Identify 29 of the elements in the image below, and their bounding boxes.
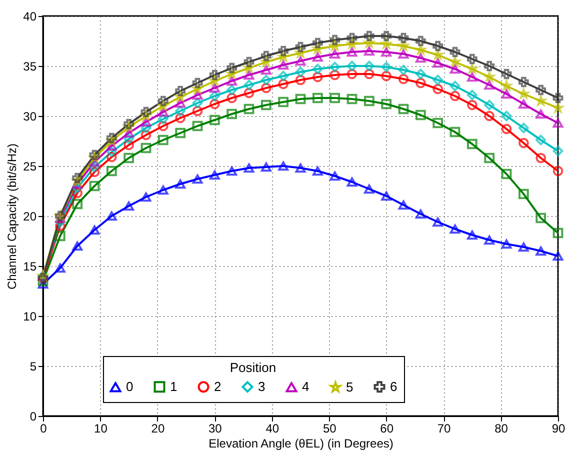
legend-label: 1: [170, 378, 178, 394]
x-tick-label: 50: [322, 422, 337, 436]
y-tick-label: 0: [30, 410, 37, 424]
legend-label: 6: [390, 378, 398, 394]
x-tick-label: 90: [552, 422, 566, 436]
y-tick-label: 15: [23, 260, 37, 274]
x-tick-label: 60: [380, 422, 394, 436]
y-axis-title: Channel Capacity (bit/s/Hz): [5, 143, 20, 290]
legend-label: 3: [258, 378, 266, 394]
x-tick-label: 20: [151, 422, 165, 436]
y-tick-label: 20: [23, 210, 37, 224]
legend-label: 4: [302, 379, 310, 394]
x-axis-title: Elevation Angle (θEL) (in Degrees): [208, 436, 394, 450]
x-tick-label: 10: [94, 422, 108, 436]
y-tick-label: 10: [23, 310, 37, 324]
x-tick-label: 30: [208, 422, 222, 436]
x-tick-label: 0: [40, 422, 48, 436]
legend-label: 0: [126, 379, 134, 394]
x-tick-label: 70: [437, 422, 452, 436]
y-tick-label: 30: [23, 110, 37, 124]
y-tick-label: 25: [23, 160, 37, 174]
y-tick-label: 35: [23, 60, 37, 74]
y-tick-label: 40: [23, 10, 37, 24]
legend-label: 2: [214, 378, 222, 394]
x-tick-label: 40: [266, 422, 280, 436]
legend-title: Position: [230, 360, 276, 375]
legend-label: 5: [346, 379, 354, 394]
x-tick-label: 80: [494, 422, 508, 436]
y-tick-label: 5: [30, 360, 37, 374]
